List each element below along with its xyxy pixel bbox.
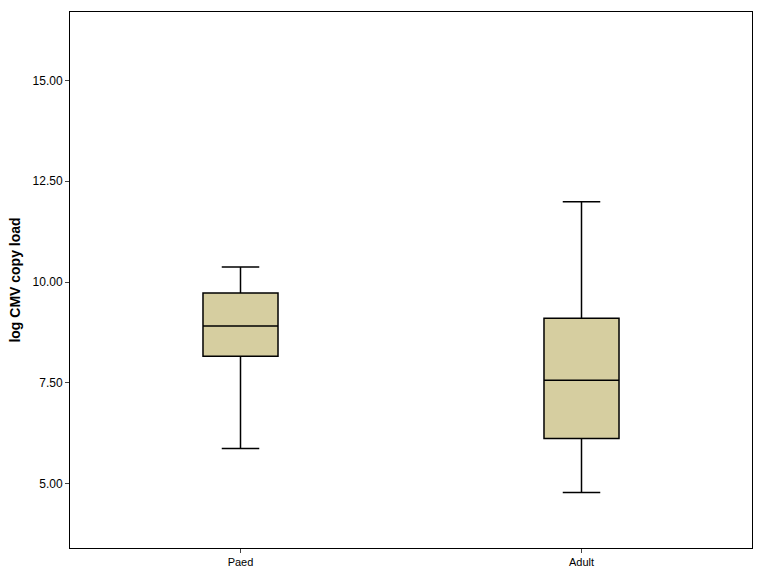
svg-text:Paed: Paed bbox=[228, 556, 254, 568]
svg-text:5.00: 5.00 bbox=[39, 477, 63, 491]
svg-text:10.00: 10.00 bbox=[33, 275, 63, 289]
svg-text:log CMV copy load: log CMV copy load bbox=[7, 217, 23, 342]
svg-text:15.00: 15.00 bbox=[33, 74, 63, 88]
svg-text:Adult: Adult bbox=[569, 556, 594, 568]
svg-text:12.50: 12.50 bbox=[33, 174, 63, 188]
svg-text:7.50: 7.50 bbox=[39, 376, 63, 390]
